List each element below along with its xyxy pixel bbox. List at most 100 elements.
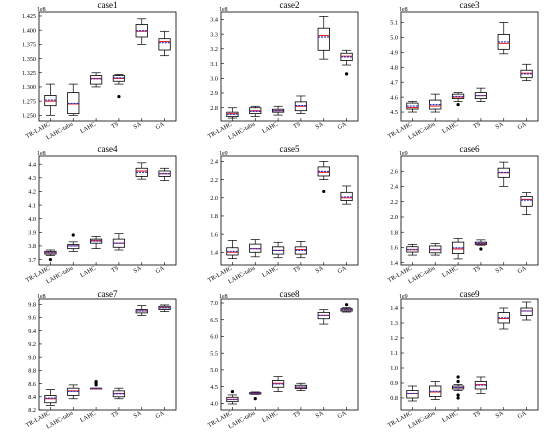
x-tick-label: TS	[472, 120, 482, 130]
y-tick-label: 1.0	[390, 365, 398, 372]
box-TR-LAHC	[406, 101, 419, 113]
outlier-point	[456, 375, 460, 379]
y-tick-label: 8.6	[28, 381, 36, 388]
axis-exponent: 1e8	[399, 7, 408, 13]
x-tick-label: LAHC	[441, 121, 459, 135]
axis-exponent: 1e8	[37, 151, 46, 157]
outlier-point	[253, 397, 257, 401]
iqr-box	[44, 95, 57, 107]
y-tick-label: 8.4	[28, 394, 36, 401]
y-tick-label: 1.275	[22, 98, 36, 105]
y-tick-label: 3.3	[210, 31, 218, 38]
chart-title: case1	[98, 0, 118, 10]
chart-panel-case2: case21e82.82.93.03.13.23.33.4TR-LAHCLAHC…	[207, 0, 359, 142]
box-GA	[340, 185, 353, 205]
axis-exponent: 1e9	[399, 151, 408, 157]
y-tick-label: 1.425	[22, 13, 36, 20]
y-tick-label: 1.325	[22, 70, 36, 77]
x-tick-label: LAHC	[79, 121, 97, 135]
x-tick-label: LAHC	[441, 265, 459, 279]
box-GA	[158, 167, 171, 181]
outlier-point	[322, 189, 326, 194]
x-tick-label: LAHC	[79, 265, 97, 279]
y-tick-label: 6.5	[210, 317, 218, 324]
plot-frame	[220, 298, 359, 411]
x-tick-label: GA	[336, 120, 348, 131]
box-LAHC	[451, 92, 465, 107]
y-tick-label: 5.0	[210, 367, 218, 374]
y-tick-label: 4.3	[28, 175, 36, 182]
chart-title: case6	[460, 144, 480, 154]
box-LAHC	[271, 241, 285, 259]
outlier-point	[456, 379, 460, 384]
outlier-point	[456, 102, 460, 107]
box-GA	[158, 304, 171, 312]
x-tick-label: TS	[472, 264, 482, 274]
box-LAHC-tabu	[67, 83, 80, 116]
x-tick-label: GA	[154, 264, 166, 275]
x-tick-label: SA	[494, 120, 505, 130]
box-TR-LAHC	[44, 249, 57, 262]
plot-frame	[400, 298, 539, 411]
box-SA	[317, 16, 330, 60]
y-tick-label: 2.9	[210, 90, 218, 97]
x-tick-label: TS	[110, 264, 120, 274]
y-tick-label: 4.4	[28, 161, 36, 168]
box-TS	[294, 95, 308, 114]
x-tick-label: SA	[132, 120, 143, 130]
y-tick-label: 1.8	[210, 213, 218, 220]
axis-exponent: 1e8	[219, 294, 228, 300]
plot-frame	[38, 11, 177, 122]
box-LAHC	[89, 72, 103, 88]
y-tick-label: 1.4	[390, 260, 398, 267]
y-tick-label: 4.0	[210, 401, 218, 408]
box-LAHC	[271, 105, 285, 116]
y-tick-label: 0.9	[390, 380, 398, 387]
outlier-point	[230, 390, 235, 394]
box-TR-LAHC	[226, 240, 239, 259]
x-tick-label: TS	[110, 409, 120, 419]
box-SA	[317, 309, 330, 325]
outlier-point	[479, 247, 483, 251]
y-tick-label: 4.6	[390, 94, 398, 101]
box-TS	[294, 382, 308, 391]
box-LAHC-tabu	[429, 93, 442, 113]
y-tick-label: 4.5	[390, 109, 398, 116]
box-GA	[520, 301, 533, 321]
y-tick-label: 9.0	[28, 354, 36, 361]
box-LAHC	[451, 375, 465, 400]
y-tick-label: 3.9	[28, 230, 36, 237]
outlier-point	[456, 393, 460, 397]
box-LAHC	[89, 379, 103, 390]
y-tick-label: 4.9	[390, 50, 398, 57]
box-SA	[497, 22, 510, 55]
y-tick-label: 8.2	[28, 407, 36, 414]
x-tick-label: LAHC	[441, 410, 459, 424]
x-tick-label: GA	[336, 409, 348, 420]
outlier-point	[48, 257, 53, 262]
y-tick-label: 3.1	[210, 61, 218, 68]
box-SA	[317, 161, 330, 194]
axis-exponent: 1e8	[37, 7, 46, 13]
x-tick-label: LAHC	[79, 410, 97, 424]
y-tick-label: 1.8	[390, 229, 398, 236]
outlier-point	[94, 379, 98, 384]
box-TR-LAHC	[44, 389, 57, 406]
chart-panel-case1: case1 1e8 1.250 1.275 1.300 1.325 1.350 1.375 1.…	[22, 0, 177, 142]
y-tick-label: 2.2	[210, 177, 218, 184]
axis-exponent: 1e8	[219, 7, 228, 13]
y-tick-label: 5.1	[390, 20, 398, 27]
box-LAHC-tabu	[249, 105, 262, 117]
axis-exponent: 1e9	[219, 151, 228, 157]
box-GA	[520, 63, 533, 82]
x-tick-label: GA	[154, 409, 166, 420]
x-tick-label: GA	[154, 120, 166, 131]
box-SA	[135, 305, 148, 316]
box-TS	[474, 376, 488, 394]
chart-title: case2	[280, 0, 300, 10]
y-tick-label: 1.250	[22, 113, 36, 120]
plot-frame	[220, 155, 359, 266]
box-LAHC-tabu	[249, 391, 262, 401]
iqr-box	[89, 75, 103, 85]
